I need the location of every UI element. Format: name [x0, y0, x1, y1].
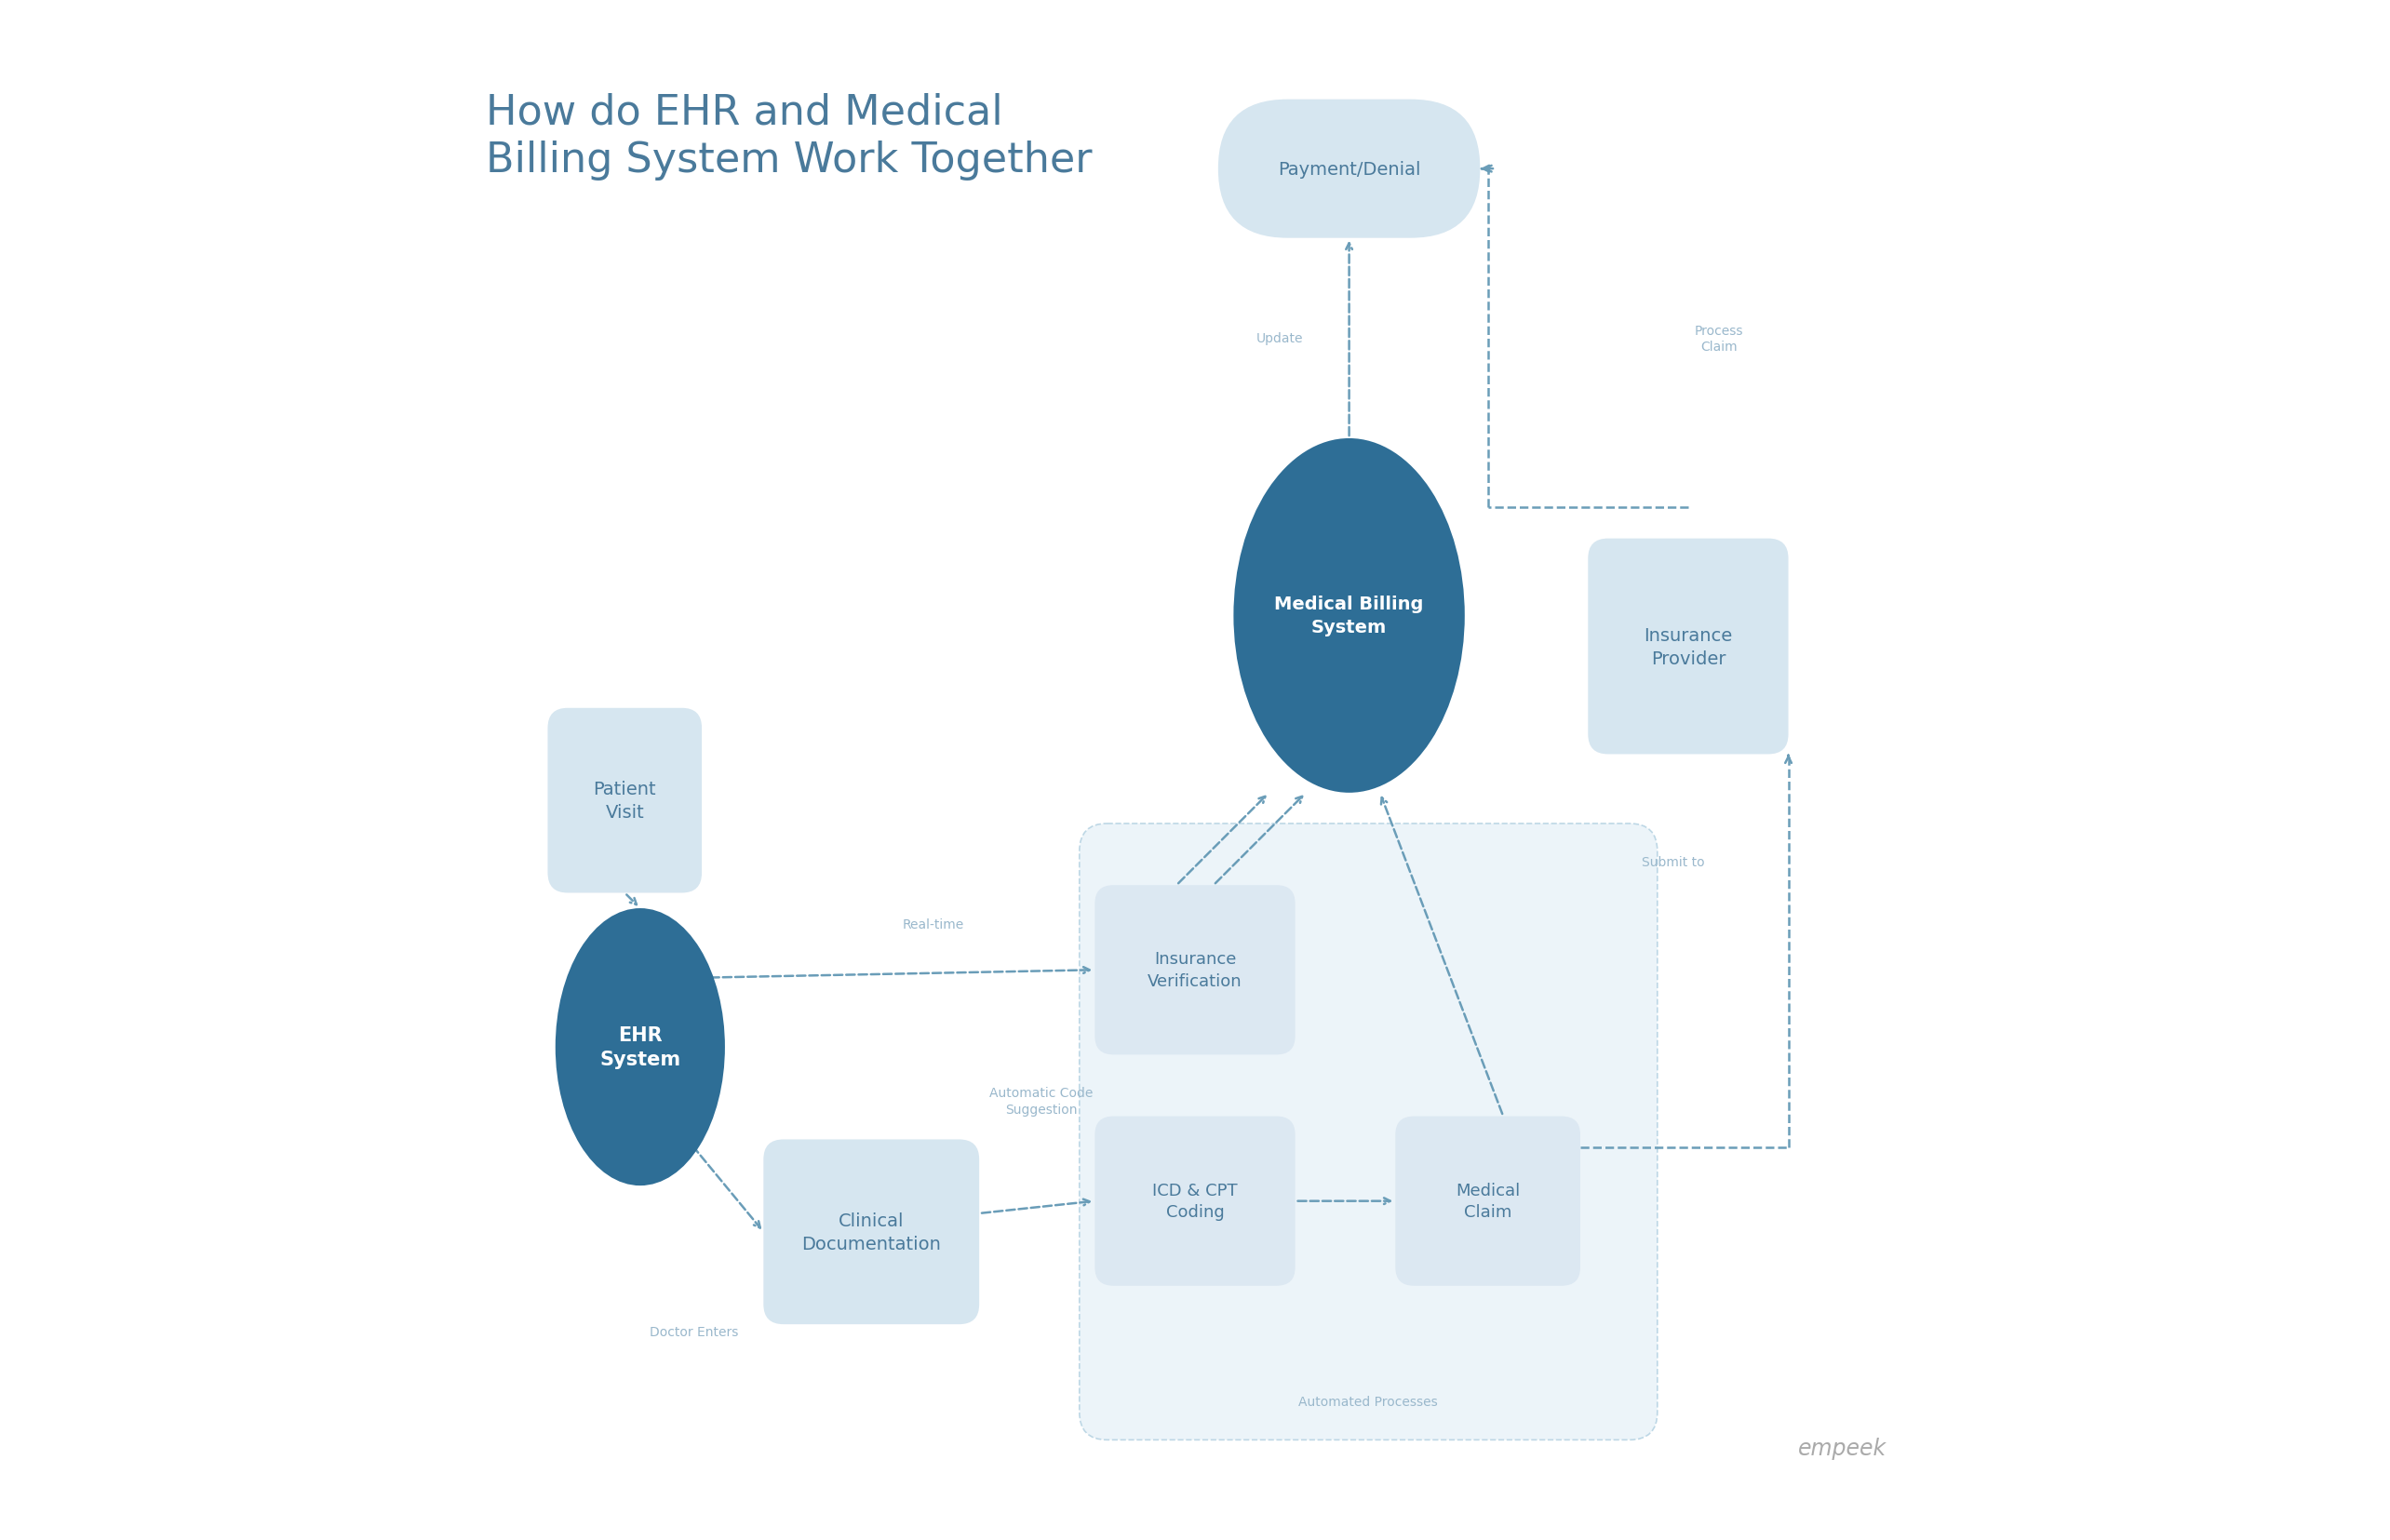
Text: Doctor Enters: Doctor Enters: [650, 1326, 739, 1338]
Text: Insurance
Provider: Insurance Provider: [1644, 627, 1733, 667]
Text: Process
Claim: Process Claim: [1695, 325, 1742, 353]
FancyBboxPatch shape: [1095, 1116, 1295, 1286]
Text: Automated Processes: Automated Processes: [1298, 1395, 1439, 1408]
Text: Payment/Denial: Payment/Denial: [1279, 160, 1420, 179]
FancyBboxPatch shape: [762, 1140, 980, 1324]
FancyBboxPatch shape: [1587, 539, 1788, 755]
Text: Medical
Claim: Medical Claim: [1456, 1181, 1520, 1221]
Text: Clinical
Documentation: Clinical Documentation: [801, 1212, 942, 1252]
FancyBboxPatch shape: [1219, 100, 1479, 239]
Text: Update: Update: [1257, 333, 1303, 345]
Text: Automatic Code
Suggestion: Automatic Code Suggestion: [989, 1087, 1092, 1115]
Text: Medical Billing
System: Medical Billing System: [1274, 596, 1424, 636]
Ellipse shape: [554, 909, 724, 1186]
Text: ICD & CPT
Coding: ICD & CPT Coding: [1152, 1181, 1238, 1221]
FancyBboxPatch shape: [1095, 885, 1295, 1055]
Text: empeek: empeek: [1797, 1437, 1886, 1458]
Text: Submit to: Submit to: [1642, 856, 1704, 869]
Text: Insurance
Verification: Insurance Verification: [1147, 950, 1243, 990]
Text: How do EHR and Medical
Billing System Work Together: How do EHR and Medical Billing System Wo…: [485, 92, 1092, 180]
Text: Real-time: Real-time: [901, 918, 963, 930]
Text: Patient
Visit: Patient Visit: [593, 781, 657, 821]
FancyBboxPatch shape: [1080, 824, 1656, 1440]
Text: EHR
System: EHR System: [600, 1026, 681, 1069]
FancyBboxPatch shape: [547, 708, 703, 893]
FancyBboxPatch shape: [1396, 1116, 1580, 1286]
Ellipse shape: [1233, 439, 1465, 793]
